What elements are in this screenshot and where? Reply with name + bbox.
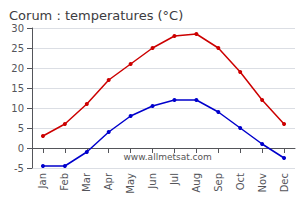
svg-text:Aug: Aug: [191, 173, 202, 193]
svg-text:Jan: Jan: [37, 173, 48, 189]
svg-text:May: May: [125, 173, 136, 194]
svg-text:15: 15: [11, 83, 24, 94]
svg-text:Dec: Dec: [279, 173, 290, 192]
svg-text:Sep: Sep: [213, 173, 224, 192]
svg-text:Apr: Apr: [103, 172, 114, 190]
svg-text:30: 30: [11, 23, 24, 34]
svg-text:Nov: Nov: [257, 173, 268, 193]
svg-text:25: 25: [11, 43, 24, 54]
svg-text:Mar: Mar: [81, 172, 92, 192]
svg-text:Corum : temperatures (°C): Corum : temperatures (°C): [9, 8, 183, 23]
svg-text:Feb: Feb: [59, 173, 70, 191]
svg-text:Jun: Jun: [147, 173, 158, 190]
svg-text:Oct: Oct: [235, 173, 246, 190]
svg-text:Jul: Jul: [169, 173, 180, 186]
svg-text:10: 10: [11, 103, 24, 114]
svg-text:0: 0: [18, 143, 24, 154]
svg-text:-5: -5: [14, 163, 24, 174]
svg-text:20: 20: [11, 63, 24, 74]
svg-text:5: 5: [18, 123, 24, 134]
svg-text:www.allmetsat.com: www.allmetsat.com: [124, 152, 212, 162]
